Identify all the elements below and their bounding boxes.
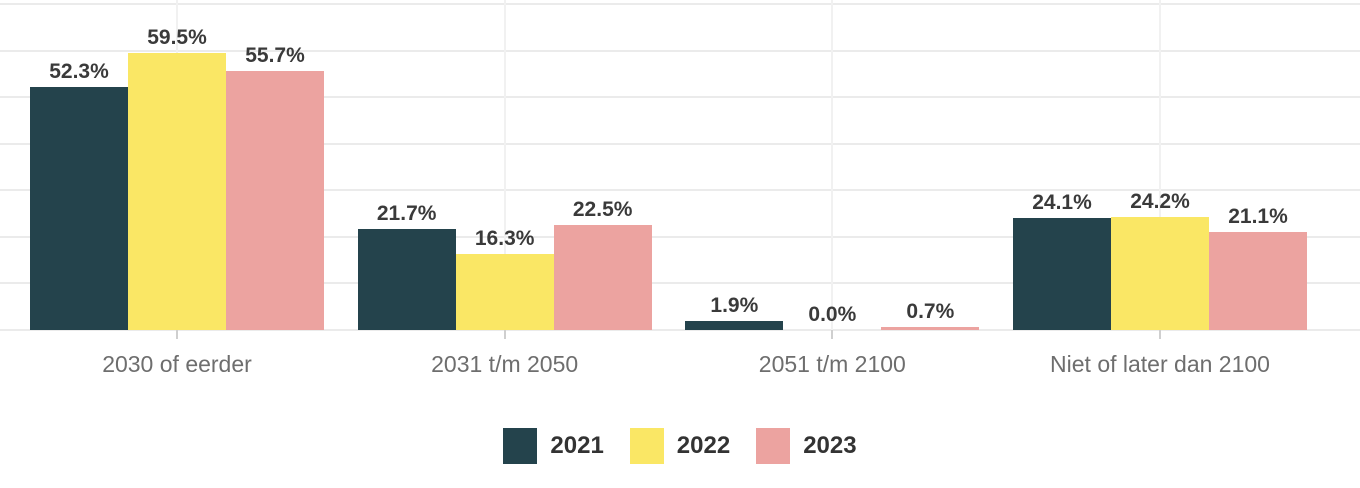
bar-value-label: 24.2% <box>1130 190 1190 214</box>
bar <box>455 254 554 330</box>
axis-tick <box>176 330 178 339</box>
bar-value-label: 0.0% <box>808 303 857 326</box>
bar-value-label: 0.7% <box>906 299 955 323</box>
bar <box>128 53 226 330</box>
bar-value-label: 21.7% <box>376 201 437 225</box>
bar <box>685 321 784 330</box>
axis-tick <box>1159 330 1161 339</box>
bar-value-label: 52.3% <box>49 59 109 83</box>
bar-value-label: 21.1% <box>1228 204 1288 228</box>
bar <box>357 228 456 330</box>
bar <box>1209 231 1307 330</box>
gridline-v <box>503 0 506 330</box>
legend-swatch <box>756 428 791 464</box>
bar-value-label: 1.9% <box>710 294 759 318</box>
gridline-v <box>831 0 834 330</box>
category-label: 2031 t/m 2050 <box>431 351 579 377</box>
bar-value-label: 16.3% <box>474 227 535 251</box>
gridline-v <box>1159 0 1161 330</box>
gridline-h <box>0 189 1360 192</box>
gridline-h <box>0 329 1360 331</box>
legend-swatch <box>629 428 664 464</box>
axis-tick <box>503 330 506 339</box>
legend-swatch <box>503 428 538 464</box>
legend-item: 2021 <box>503 428 604 464</box>
gridline-h <box>0 96 1360 99</box>
gridline-h <box>0 3 1360 6</box>
axis-tick <box>831 330 834 339</box>
category-label: 2030 of eerder <box>102 351 252 377</box>
gridline-h <box>0 235 1360 238</box>
legend-label: 2023 <box>803 432 857 459</box>
legend-label: 2021 <box>550 432 604 459</box>
category-label: Niet of later dan 2100 <box>1050 351 1270 377</box>
bar <box>30 86 128 330</box>
bar <box>226 70 324 330</box>
gridline-h <box>0 282 1360 285</box>
bar <box>553 225 652 330</box>
bar <box>881 326 980 330</box>
gridline-h <box>0 49 1360 52</box>
legend-label: 2022 <box>676 432 731 459</box>
legend-item: 2022 <box>629 428 731 464</box>
bar-value-label: 55.7% <box>245 43 305 67</box>
bar <box>1111 217 1209 330</box>
bar-value-label: 59.5% <box>147 26 207 50</box>
legend-item: 2023 <box>756 428 857 464</box>
bar-value-label: 24.1% <box>1032 190 1092 214</box>
gridline-h <box>0 142 1360 145</box>
bar <box>1013 217 1111 330</box>
category-label: 2051 t/m 2100 <box>758 351 906 377</box>
legend: 2021 2022 2023 <box>0 426 1360 466</box>
bar-value-label: 22.5% <box>572 198 633 222</box>
